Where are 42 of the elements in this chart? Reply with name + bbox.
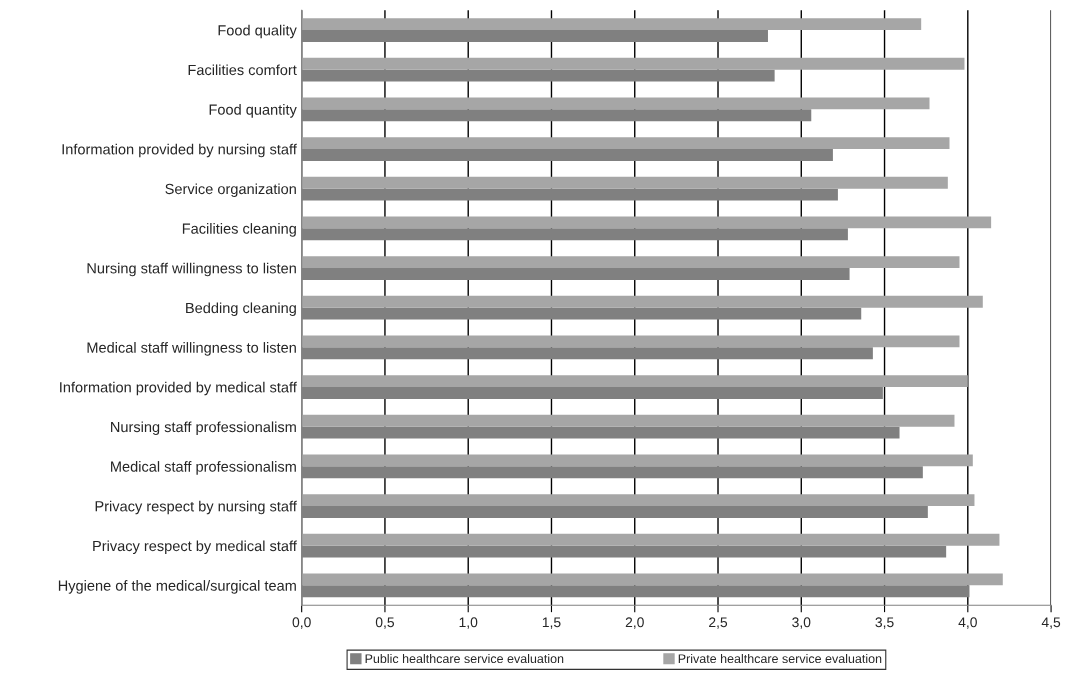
y-tick-label: Medical staff professionalism (111, 461, 296, 475)
x-tick-label: 1,5 (542, 617, 561, 629)
y-tick-label: Medical staff willingness to listen (87, 342, 296, 356)
bar (301, 57, 965, 70)
bar (301, 216, 992, 229)
bar (301, 375, 968, 388)
y-tick-label: Service organization (165, 183, 296, 198)
bar (301, 494, 975, 507)
x-tick-label: 2,0 (625, 617, 644, 629)
y-tick-label: Food quality (218, 24, 297, 39)
y-tick-label: Information provided by nursing staff (62, 143, 297, 158)
y-tick-label: Nursing staff professionalism (111, 421, 296, 436)
y-tick-label: Food quantity (209, 104, 297, 118)
bar (301, 335, 960, 348)
x-tick-label: 4,5 (1041, 617, 1061, 629)
legend-label: Public healthcare service evaluation (365, 653, 564, 664)
bar (301, 295, 983, 308)
bar (301, 176, 948, 189)
bar (301, 256, 960, 269)
y-tick-label: Bedding cleaning (186, 302, 296, 317)
x-tick-label: 0,5 (375, 617, 395, 629)
y-tick-label: Privacy respect by medical staff (93, 540, 297, 555)
x-tick-label: 2,5 (709, 617, 728, 629)
bar (301, 414, 955, 427)
y-tick-label: Information provided by medical staff (60, 381, 297, 396)
legend-label: Private healthcare service evaluation (678, 653, 882, 664)
y-tick-label: Privacy respect by nursing staff (95, 500, 297, 515)
bar (301, 573, 1003, 586)
bar (301, 18, 922, 31)
bar (301, 137, 950, 150)
y-tick-label: Hygiene of the medical/surgical team (58, 580, 296, 594)
bar (301, 533, 1000, 546)
x-tick-label: 0,0 (292, 617, 311, 629)
x-tick-label: 4,0 (958, 617, 977, 629)
y-tick-label: Facilities comfort (188, 64, 297, 76)
y-tick-label: Nursing staff willingness to listen (87, 262, 296, 277)
y-tick-label: Facilities cleaning (182, 223, 296, 237)
x-tick-label: 3,5 (875, 617, 894, 629)
bar (301, 97, 930, 110)
x-tick-label: 3,0 (792, 617, 811, 629)
x-tick-label: 1,0 (459, 617, 478, 629)
bar (301, 454, 973, 467)
